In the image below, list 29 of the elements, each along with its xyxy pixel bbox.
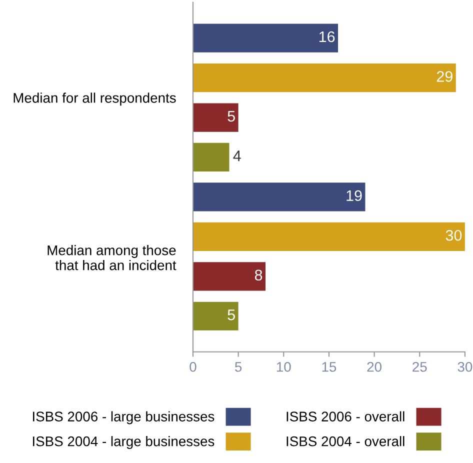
- x-tick-label: 30: [458, 362, 472, 372]
- x-tick-label: 15: [322, 362, 336, 372]
- bar: [192, 222, 465, 251]
- data-label: 16: [319, 31, 335, 42]
- legend-label: ISBS 2004 - overall: [286, 436, 404, 446]
- legend-label: ISBS 2004 - large businesses: [33, 436, 214, 450]
- x-tick-label: 20: [367, 362, 382, 372]
- bar: [192, 182, 366, 212]
- bar: [192, 63, 456, 92]
- legend-label: ISBS 2006 - overall: [286, 411, 404, 422]
- data-label: 29: [436, 71, 452, 82]
- x-tick-label: 5: [235, 362, 242, 372]
- legend-label: ISBS 2006 - large businesses: [33, 411, 214, 424]
- bar: [192, 24, 338, 52]
- bar: [192, 302, 238, 330]
- bar: [192, 262, 266, 291]
- x-tick-label: 0: [190, 362, 196, 372]
- y-tick-label: Median among those that had an incident: [48, 245, 176, 270]
- data-label: 19: [346, 190, 362, 202]
- data-label: 5: [228, 310, 235, 320]
- bar: [192, 103, 238, 132]
- x-tick-label: 25: [412, 362, 427, 372]
- bar: [192, 142, 230, 172]
- data-label: 4: [233, 150, 241, 162]
- data-label: 5: [228, 110, 235, 122]
- y-tick-label: Median for all respondents: [14, 92, 176, 106]
- data-label: 30: [446, 230, 462, 241]
- data-label: 8: [254, 270, 262, 281]
- x-tick-label: 10: [276, 362, 291, 372]
